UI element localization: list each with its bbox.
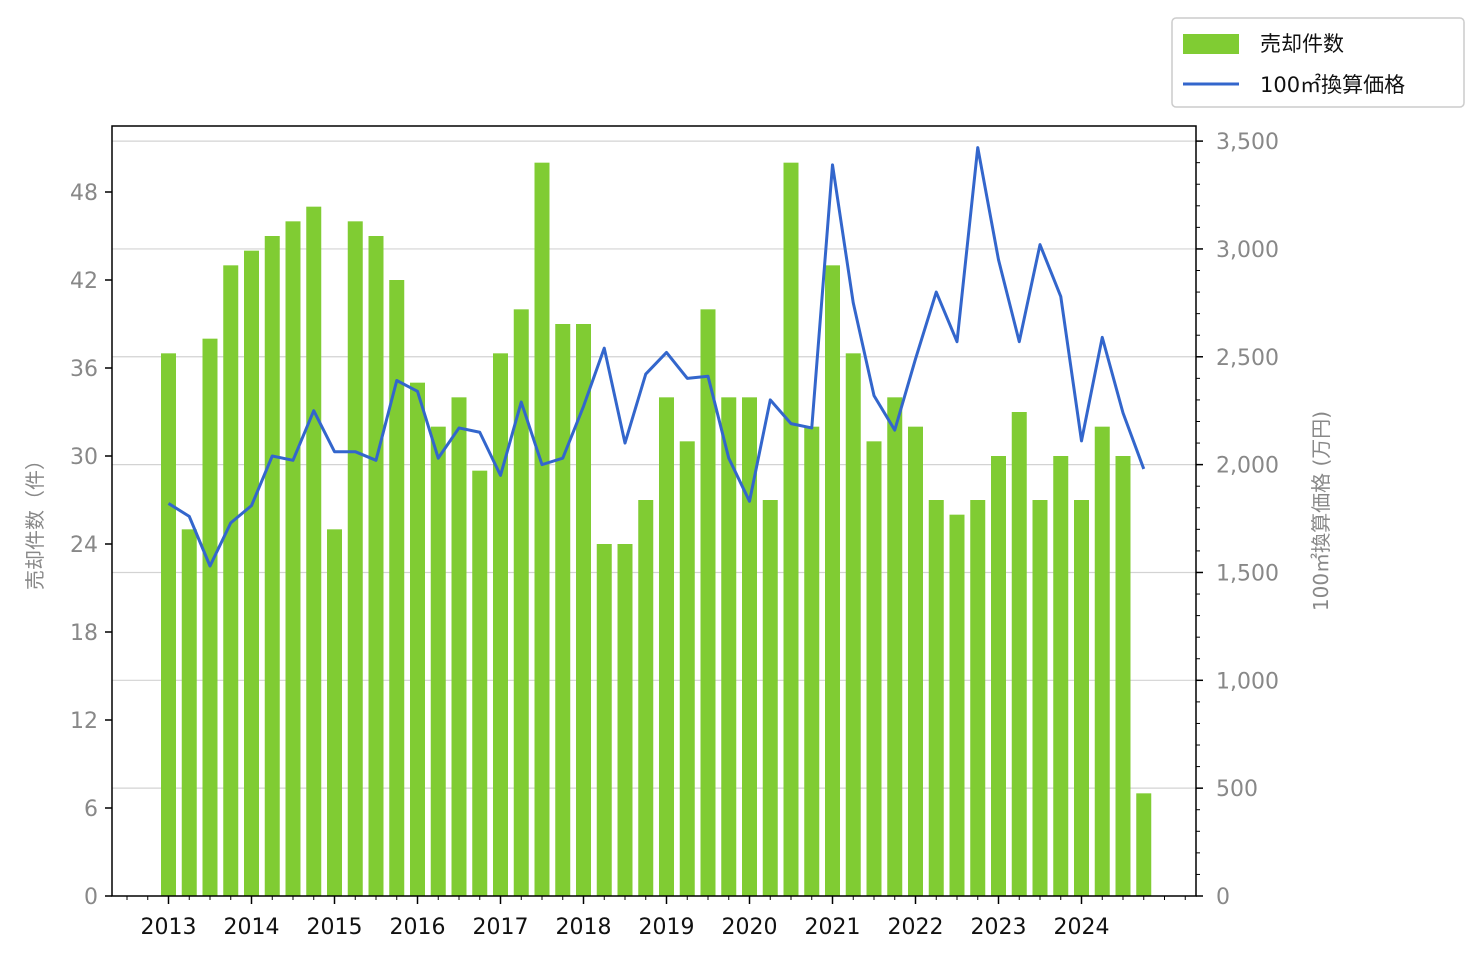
- bar: [1115, 456, 1131, 896]
- x-tick-label: 2019: [639, 915, 695, 940]
- left-tick-label: 36: [70, 357, 98, 382]
- right-tick-label: 1,000: [1216, 669, 1279, 694]
- bar: [430, 426, 446, 896]
- bar: [970, 500, 986, 896]
- bar: [534, 162, 550, 896]
- bar: [1136, 793, 1152, 896]
- bar: [679, 441, 695, 896]
- price-line: [167, 146, 1146, 568]
- legend-bar-swatch: [1183, 34, 1239, 54]
- legend-box: [1171, 17, 1465, 108]
- left-tick-label: 30: [70, 445, 98, 470]
- bar: [866, 441, 882, 896]
- bar: [389, 280, 405, 896]
- bar: [908, 426, 923, 896]
- x-tick-label: 2016: [390, 915, 446, 940]
- bar: [659, 397, 674, 896]
- bar: [285, 221, 301, 897]
- bar: [368, 236, 384, 896]
- bar: [306, 206, 322, 896]
- bar: [742, 397, 757, 896]
- right-tick-label: 3,500: [1216, 130, 1279, 155]
- bar-series: [161, 162, 1152, 897]
- left-tick-label: 42: [70, 269, 98, 294]
- bar: [700, 309, 716, 896]
- x-tick-label: 2015: [307, 915, 363, 940]
- bar: [223, 265, 239, 896]
- left-tick-label: 12: [70, 709, 98, 734]
- left-tick-label: 48: [70, 181, 98, 206]
- bar: [991, 456, 1006, 896]
- legend-line-label: 100㎡換算価格: [1260, 73, 1405, 97]
- left-tick-label: 24: [70, 533, 98, 558]
- x-tick-label: 2021: [805, 915, 861, 940]
- x-tick-label: 2017: [473, 915, 529, 940]
- line-series: [167, 146, 1146, 568]
- bar: [244, 250, 259, 896]
- bar: [347, 221, 363, 897]
- bar: [451, 397, 467, 896]
- left-tick-label: 0: [84, 885, 98, 910]
- bar: [845, 353, 861, 896]
- bar: [887, 397, 903, 896]
- right-tick-label: 3,000: [1216, 238, 1279, 263]
- bar: [721, 397, 737, 896]
- bar: [472, 470, 488, 896]
- bar: [555, 324, 571, 896]
- x-tick-label: 2013: [141, 915, 197, 940]
- right-tick-label: 1,500: [1216, 561, 1279, 586]
- bar: [762, 500, 778, 896]
- legend-bar-label: 売却件数: [1260, 32, 1344, 56]
- x-tick-label: 2024: [1054, 915, 1110, 940]
- bar: [576, 324, 591, 896]
- right-axis: 0 500 1,000 1,500 2,000 2,500 3,000 3,500: [1196, 130, 1279, 910]
- bar: [638, 500, 654, 896]
- right-tick-label: 0: [1216, 885, 1230, 910]
- bar: [202, 338, 218, 897]
- bar: [825, 265, 840, 896]
- legend: 売却件数 100㎡換算価格: [1171, 17, 1465, 108]
- x-tick-label: 2020: [722, 915, 778, 940]
- bar: [804, 426, 820, 896]
- left-tick-label: 18: [70, 621, 98, 646]
- right-tick-label: 500: [1216, 777, 1258, 802]
- bar: [617, 544, 633, 896]
- left-tick-label: 6: [84, 797, 98, 822]
- bar: [596, 544, 612, 896]
- bar: [513, 309, 529, 896]
- left-axis-title: 売却件数（件）: [23, 450, 47, 590]
- bar: [410, 382, 425, 897]
- bar: [493, 353, 508, 896]
- bar: [1011, 412, 1027, 896]
- left-axis: 0 6 12 18 24 30 36 42 48: [70, 181, 112, 910]
- bar: [1074, 500, 1089, 896]
- bar: [327, 529, 342, 896]
- bar: [1032, 500, 1048, 896]
- bar: [161, 353, 176, 896]
- x-tick-label: 2018: [556, 915, 612, 940]
- bar: [1094, 426, 1110, 896]
- bar: [783, 162, 799, 896]
- bar: [181, 529, 197, 896]
- x-tick-label: 2022: [888, 915, 944, 940]
- bar: [1053, 456, 1069, 896]
- bar: [264, 236, 280, 896]
- bar: [928, 500, 944, 896]
- right-tick-label: 2,000: [1216, 454, 1279, 479]
- bar: [949, 514, 965, 896]
- x-tick-label: 2023: [971, 915, 1027, 940]
- right-axis-title: 100㎡換算価格 (万円): [1309, 411, 1333, 611]
- x-tick-label: 2014: [224, 915, 280, 940]
- right-tick-label: 2,500: [1216, 346, 1279, 371]
- plot-frame: [111, 125, 1197, 897]
- x-axis: 2013 2014 2015 2016 2017 2018 2019 2020 2021 2022…: [126, 896, 1186, 940]
